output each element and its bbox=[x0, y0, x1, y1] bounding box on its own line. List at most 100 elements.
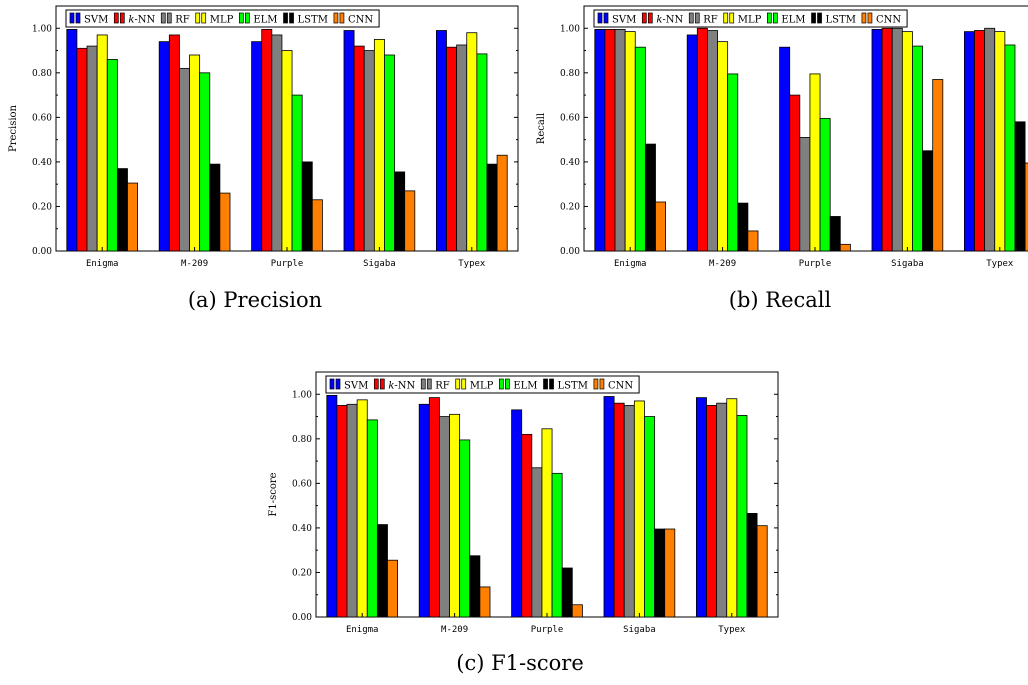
bar-lstm-m209 bbox=[469, 555, 481, 618]
y-tick-label: 0.80 bbox=[560, 69, 580, 79]
f1-score-chart-caption: (c) F1-score bbox=[456, 651, 584, 675]
y-tick-label: 1.00 bbox=[32, 24, 52, 34]
bar-cnn-purple bbox=[571, 604, 583, 618]
x-tick-label: M-209 bbox=[181, 259, 208, 269]
bar-mlp-enigma bbox=[624, 31, 636, 252]
legend-label: SVM bbox=[84, 15, 108, 26]
precision-chart-caption: (a) Precision bbox=[187, 288, 323, 312]
legend-swatch bbox=[455, 378, 461, 390]
bar-elm-m209 bbox=[199, 72, 211, 252]
bar-knn-sigaba bbox=[881, 27, 893, 252]
bar-rf-sigaba bbox=[363, 50, 375, 252]
bar-lstm-purple bbox=[301, 161, 313, 252]
bar-knn-typex bbox=[446, 46, 458, 252]
bar-lstm-m209 bbox=[737, 202, 749, 252]
legend-swatch bbox=[549, 378, 554, 390]
bar-svm-enigma bbox=[66, 28, 78, 252]
bar-lstm-sigaba bbox=[654, 528, 666, 618]
bar-svm-m209 bbox=[158, 41, 170, 252]
bar-rf-purple bbox=[531, 467, 543, 618]
bar-rf-m209 bbox=[439, 416, 450, 618]
legend: SVM k-NN RF MLP ELM LSTM CNN bbox=[65, 9, 380, 28]
legend-swatch bbox=[420, 378, 426, 390]
bar-mlp-typex bbox=[994, 31, 1006, 252]
x-tick-label: Enigma bbox=[346, 625, 379, 635]
bar-knn-m209 bbox=[168, 34, 180, 252]
legend-swatch bbox=[75, 12, 81, 24]
bar-cnn-enigma bbox=[387, 559, 399, 618]
bar-mlp-purple bbox=[281, 50, 293, 252]
legend: SVM k-NN RF MLP ELM LSTM CNN bbox=[593, 9, 908, 28]
x-tick-label: Purple bbox=[799, 259, 832, 269]
bar-knn-enigma bbox=[604, 28, 616, 252]
bar-knn-sigaba bbox=[613, 402, 625, 618]
bar-elm-sigaba bbox=[912, 45, 923, 252]
legend-swatch bbox=[69, 12, 75, 24]
y-tick-label: 0.00 bbox=[32, 247, 52, 257]
bar-elm-sigaba bbox=[384, 54, 395, 252]
x-tick-label: M-209 bbox=[709, 259, 736, 269]
bar-cnn-m209 bbox=[747, 230, 759, 252]
bar-elm-enigma bbox=[106, 59, 118, 252]
bar-elm-m209 bbox=[727, 73, 739, 252]
bar-svm-purple bbox=[779, 46, 791, 252]
bar-lstm-purple bbox=[829, 216, 841, 252]
legend-swatch bbox=[244, 12, 250, 24]
bar-elm-m209 bbox=[459, 439, 471, 618]
bar-rf-purple bbox=[271, 34, 283, 252]
bar-knn-typex bbox=[706, 405, 718, 618]
bar-elm-sigaba bbox=[644, 416, 655, 618]
bar-knn-enigma bbox=[336, 405, 348, 618]
legend-swatch bbox=[647, 12, 653, 24]
chart-svg: 0.00 0.20 0.40 0.60 0.80 1.00 Recall Enigma M-20… bbox=[536, 5, 1028, 269]
bar-mlp-purple bbox=[541, 428, 553, 618]
bar-svm-enigma bbox=[594, 28, 606, 252]
legend-swatch bbox=[504, 378, 510, 390]
legend-swatch bbox=[329, 378, 335, 390]
legend-label: RF bbox=[703, 15, 718, 26]
bar-rf-enigma bbox=[614, 28, 626, 252]
bar-rf-sigaba bbox=[623, 405, 635, 618]
bar-mlp-enigma bbox=[356, 399, 368, 618]
y-tick-label: 0.20 bbox=[560, 202, 580, 212]
legend-box bbox=[325, 375, 640, 394]
bar-lstm-enigma bbox=[116, 168, 128, 252]
bar-lstm-enigma bbox=[644, 143, 656, 252]
legend-box bbox=[65, 9, 380, 28]
f1-score-chart-panel: 0.00 0.20 0.40 0.60 0.80 1.00 F1-score Enigma M-… bbox=[260, 368, 798, 647]
legend-swatch bbox=[498, 378, 504, 390]
bar-mlp-typex bbox=[466, 32, 478, 252]
bar-elm-enigma bbox=[634, 46, 646, 252]
bar-cnn-enigma bbox=[127, 182, 139, 252]
y-tick-label: 0.40 bbox=[560, 158, 580, 168]
x-tick-label: Enigma bbox=[86, 259, 119, 269]
y-tick-label: 0.20 bbox=[32, 202, 52, 212]
legend-swatch bbox=[811, 12, 816, 24]
bar-cnn-enigma bbox=[655, 201, 667, 252]
bar-mlp-typex bbox=[726, 398, 738, 618]
bar-svm-m209 bbox=[418, 403, 430, 618]
bar-cnn-typex bbox=[756, 525, 768, 618]
bar-svm-sigaba bbox=[871, 28, 883, 252]
legend-label: RF bbox=[175, 15, 190, 26]
bar-rf-m209 bbox=[179, 67, 190, 252]
bar-knn-typex bbox=[974, 30, 986, 252]
bar-svm-enigma bbox=[326, 394, 338, 618]
bar-lstm-typex bbox=[486, 163, 498, 252]
legend-label: SVM bbox=[344, 381, 368, 392]
legend-swatch bbox=[379, 378, 385, 390]
bar-svm-typex bbox=[435, 30, 447, 252]
legend-label: CNN bbox=[876, 15, 901, 26]
legend-swatch bbox=[339, 12, 345, 24]
legend-swatch bbox=[543, 378, 548, 390]
legend-swatch bbox=[772, 12, 778, 24]
legend-swatch bbox=[113, 12, 119, 24]
legend-label: MLP bbox=[738, 15, 762, 26]
legend-label: RF bbox=[435, 381, 450, 392]
y-tick-label: 0.00 bbox=[560, 247, 580, 257]
bar-rf-purple bbox=[799, 137, 811, 252]
bar-rf-sigaba bbox=[891, 27, 903, 252]
legend-swatch bbox=[766, 12, 772, 24]
legend-swatch bbox=[160, 12, 166, 24]
legend-label: k-NN bbox=[656, 15, 683, 26]
